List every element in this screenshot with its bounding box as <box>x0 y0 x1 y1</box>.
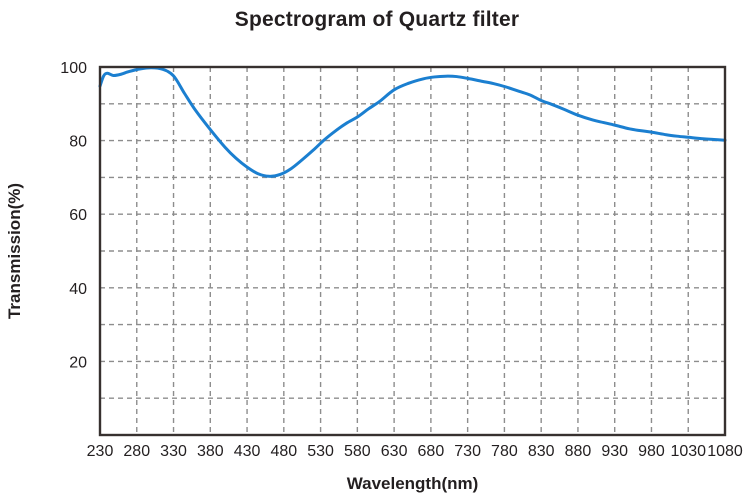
svg-text:580: 580 <box>344 443 371 460</box>
svg-text:930: 930 <box>601 443 628 460</box>
svg-text:60: 60 <box>69 207 87 224</box>
svg-text:530: 530 <box>307 443 334 460</box>
svg-text:980: 980 <box>638 443 665 460</box>
svg-text:430: 430 <box>234 443 261 460</box>
x-tick-labels: 230 280 330 380 430 480 530 580 630 680 730 780 830 8… <box>87 443 743 460</box>
svg-text:680: 680 <box>418 443 445 460</box>
svg-text:730: 730 <box>454 443 481 460</box>
svg-text:1030: 1030 <box>670 443 706 460</box>
svg-text:1080: 1080 <box>707 443 743 460</box>
gridlines <box>100 67 725 435</box>
svg-text:380: 380 <box>197 443 224 460</box>
svg-text:280: 280 <box>123 443 150 460</box>
svg-text:230: 230 <box>87 443 114 460</box>
x-axis-label: Wavelength(nm) <box>347 474 479 493</box>
svg-text:330: 330 <box>160 443 187 460</box>
y-tick-labels: 20 40 60 80 100 <box>60 60 87 371</box>
svg-text:880: 880 <box>565 443 592 460</box>
svg-text:40: 40 <box>69 281 87 298</box>
svg-text:100: 100 <box>60 60 87 77</box>
svg-text:20: 20 <box>69 354 87 371</box>
plot-frame <box>98 65 727 437</box>
svg-text:80: 80 <box>69 134 87 151</box>
svg-text:830: 830 <box>528 443 555 460</box>
svg-text:780: 780 <box>491 443 518 460</box>
chart-title: Spectrogram of Quartz filter <box>234 8 520 31</box>
transmission-curve <box>98 66 727 178</box>
y-axis-label: Transmission(%) <box>5 183 24 319</box>
svg-text:630: 630 <box>381 443 408 460</box>
svg-text:480: 480 <box>270 443 297 460</box>
